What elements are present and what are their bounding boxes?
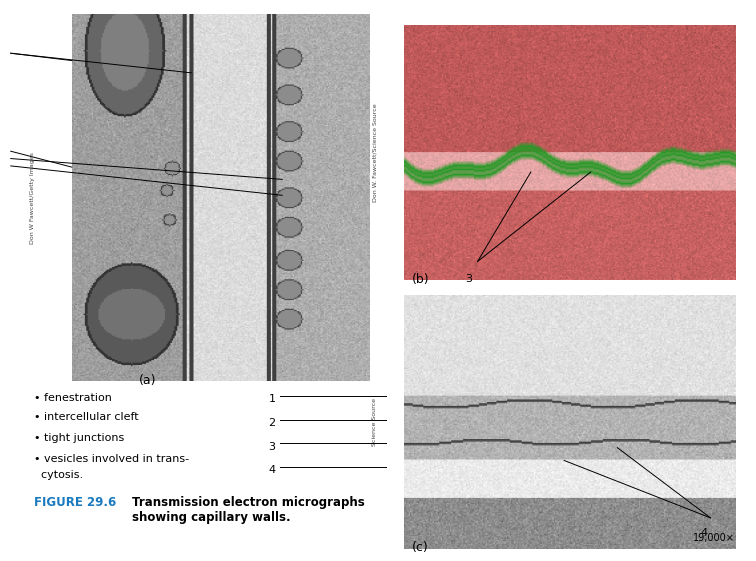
Text: 4: 4 (700, 528, 708, 538)
Text: (b): (b) (412, 273, 429, 286)
Text: Transmission electron micrographs
showing capillary walls.: Transmission electron micrographs showin… (132, 496, 365, 525)
Text: • tight junctions: • tight junctions (34, 433, 124, 443)
Text: 3: 3 (465, 274, 472, 284)
Text: Science Source: Science Source (372, 398, 377, 446)
Text: (c): (c) (412, 541, 429, 554)
Text: Don W. Fawcett/Science Source: Don W. Fawcett/Science Source (372, 104, 377, 202)
Text: 3: 3 (268, 442, 275, 452)
Text: 19,000×: 19,000× (692, 534, 734, 544)
Text: FIGURE 29.6: FIGURE 29.6 (34, 496, 116, 509)
Text: 2: 2 (268, 418, 275, 428)
Text: cytosis.: cytosis. (34, 470, 83, 480)
Text: Don W Fawcett/Getty Images: Don W Fawcett/Getty Images (30, 152, 36, 243)
Text: 1: 1 (268, 394, 275, 404)
Text: • vesicles involved in trans-: • vesicles involved in trans- (34, 454, 189, 464)
Text: • fenestration: • fenestration (34, 393, 112, 403)
Text: (a): (a) (138, 374, 156, 387)
Text: • intercellular cleft: • intercellular cleft (34, 412, 138, 422)
Text: 4: 4 (268, 465, 275, 475)
